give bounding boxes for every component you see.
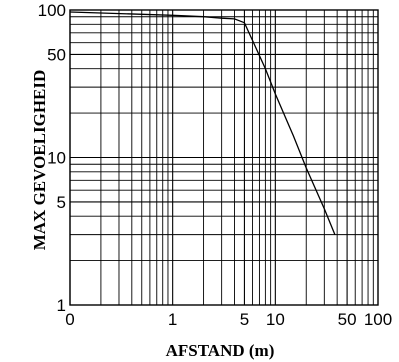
x-tick-label: 50	[338, 310, 357, 329]
plot-frame	[69, 9, 379, 306]
x-tick-label: 5	[240, 310, 249, 329]
series-line	[69, 11, 336, 235]
x-axis-title: AFSTAND (m)	[166, 341, 275, 360]
y-tick-label: 5	[57, 193, 66, 212]
x-tick-label: 10	[266, 310, 285, 329]
y-tick-label: 1	[57, 296, 66, 315]
y-axis-title: MAX GEVOELIGHEID	[30, 70, 49, 251]
y-tick-label: 50	[47, 45, 66, 64]
y-tick-label: 100	[38, 1, 66, 20]
x-tick-label: 100	[364, 310, 392, 329]
y-axis-ticks: 1 5 10 50 100	[38, 1, 66, 315]
x-tick-label: 0	[65, 310, 74, 329]
x-tick-label: 1	[168, 310, 177, 329]
x-axis-ticks: 0 1 5 10 50 100	[65, 310, 392, 329]
y-tick-label: 10	[47, 149, 66, 168]
